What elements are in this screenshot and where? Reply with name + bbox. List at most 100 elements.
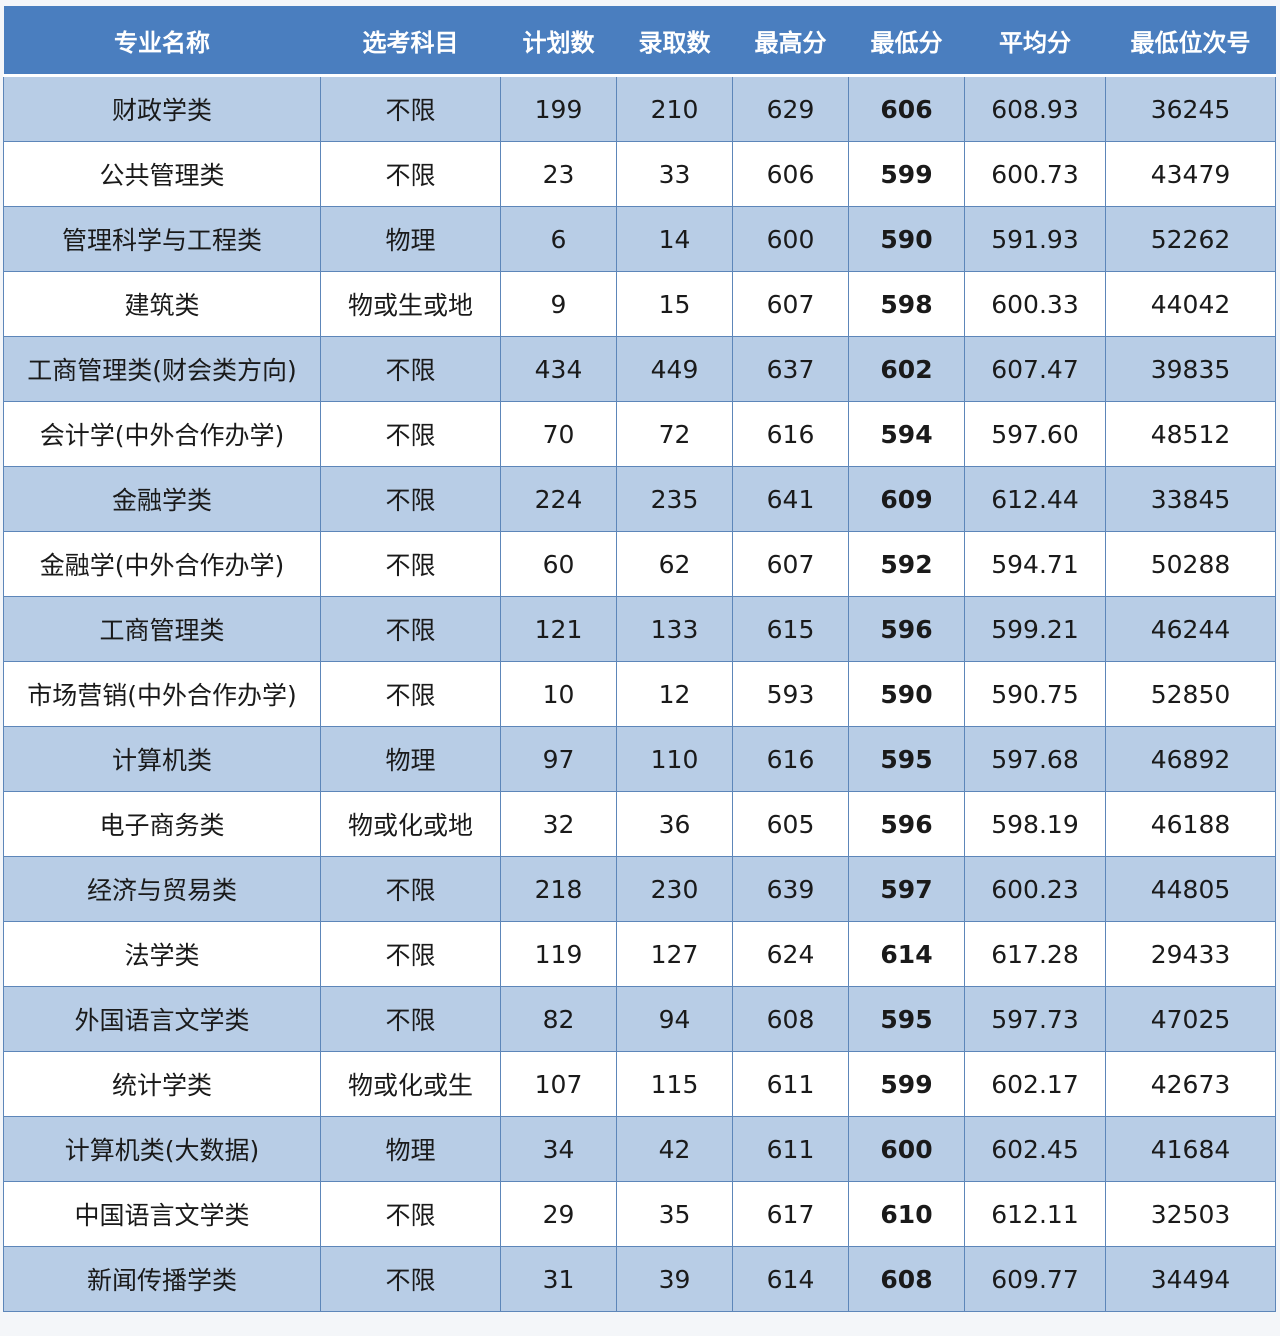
cell-min-rank: 36245 <box>1105 75 1276 142</box>
cell-plan-count: 70 <box>500 401 617 467</box>
admission-scores-table: 专业名称 选考科目 计划数 录取数 最高分 最低分 平均分 最低位次号 财政学类 不限 199 21… <box>3 6 1276 1312</box>
cell-min-rank: 52850 <box>1105 661 1276 727</box>
cell-subject-req: 物理 <box>320 726 501 792</box>
cell-admit-count: 235 <box>616 466 733 532</box>
cell-plan-count: 119 <box>500 921 617 987</box>
cell-subject-req: 不限 <box>320 141 501 207</box>
cell-max-score: 593 <box>732 661 849 727</box>
table-row: 财政学类 不限 199 210 629 606 608.93 36245 <box>3 75 1276 142</box>
cell-min-rank: 34494 <box>1105 1246 1276 1312</box>
table-row: 公共管理类 不限 23 33 606 599 600.73 43479 <box>3 141 1276 207</box>
cell-min-score: 606 <box>848 75 965 142</box>
cell-min-score: 599 <box>848 141 965 207</box>
cell-admit-count: 12 <box>616 661 733 727</box>
cell-subject-req: 物或生或地 <box>320 271 501 337</box>
table-row: 会计学(中外合作办学) 不限 70 72 616 594 597.60 48512 <box>3 401 1276 467</box>
cell-plan-count: 121 <box>500 596 617 662</box>
cell-min-rank: 32503 <box>1105 1181 1276 1247</box>
cell-min-score: 595 <box>848 726 965 792</box>
cell-plan-count: 434 <box>500 336 617 402</box>
cell-min-score: 608 <box>848 1246 965 1312</box>
cell-major-name: 公共管理类 <box>3 141 321 207</box>
cell-admit-count: 210 <box>616 75 733 142</box>
cell-max-score: 639 <box>732 856 849 922</box>
table-row: 计算机类(大数据) 物理 34 42 611 600 602.45 41684 <box>3 1116 1276 1182</box>
header-subject-req: 选考科目 <box>320 6 501 77</box>
cell-min-rank: 46244 <box>1105 596 1276 662</box>
header-row: 专业名称 选考科目 计划数 录取数 最高分 最低分 平均分 最低位次号 <box>3 6 1276 77</box>
cell-plan-count: 23 <box>500 141 617 207</box>
cell-avg-score: 602.17 <box>964 1051 1106 1117</box>
cell-min-score: 597 <box>848 856 965 922</box>
cell-min-score: 594 <box>848 401 965 467</box>
cell-admit-count: 94 <box>616 986 733 1052</box>
cell-major-name: 计算机类 <box>3 726 321 792</box>
cell-subject-req: 物或化或地 <box>320 791 501 857</box>
cell-min-rank: 47025 <box>1105 986 1276 1052</box>
header-max-score: 最高分 <box>732 6 849 77</box>
cell-subject-req: 不限 <box>320 466 501 532</box>
cell-max-score: 607 <box>732 271 849 337</box>
cell-major-name: 工商管理类(财会类方向) <box>3 336 321 402</box>
cell-major-name: 新闻传播学类 <box>3 1246 321 1312</box>
table-row: 新闻传播学类 不限 31 39 614 608 609.77 34494 <box>3 1246 1276 1312</box>
cell-min-score: 596 <box>848 596 965 662</box>
table-row: 市场营销(中外合作办学) 不限 10 12 593 590 590.75 52850 <box>3 661 1276 727</box>
cell-avg-score: 599.21 <box>964 596 1106 662</box>
table-row: 电子商务类 物或化或地 32 36 605 596 598.19 46188 <box>3 791 1276 857</box>
header-plan-count: 计划数 <box>500 6 617 77</box>
cell-major-name: 经济与贸易类 <box>3 856 321 922</box>
cell-plan-count: 10 <box>500 661 617 727</box>
cell-admit-count: 36 <box>616 791 733 857</box>
table-row: 计算机类 物理 97 110 616 595 597.68 46892 <box>3 726 1276 792</box>
cell-avg-score: 597.73 <box>964 986 1106 1052</box>
cell-admit-count: 62 <box>616 531 733 597</box>
cell-avg-score: 597.60 <box>964 401 1106 467</box>
cell-max-score: 616 <box>732 401 849 467</box>
cell-plan-count: 9 <box>500 271 617 337</box>
cell-subject-req: 物或化或生 <box>320 1051 501 1117</box>
cell-plan-count: 60 <box>500 531 617 597</box>
cell-min-score: 600 <box>848 1116 965 1182</box>
cell-avg-score: 602.45 <box>964 1116 1106 1182</box>
cell-min-score: 595 <box>848 986 965 1052</box>
cell-max-score: 614 <box>732 1246 849 1312</box>
cell-min-rank: 41684 <box>1105 1116 1276 1182</box>
cell-major-name: 会计学(中外合作办学) <box>3 401 321 467</box>
header-major-name: 专业名称 <box>3 6 321 77</box>
cell-min-score: 598 <box>848 271 965 337</box>
cell-plan-count: 224 <box>500 466 617 532</box>
header-min-score: 最低分 <box>848 6 965 77</box>
cell-avg-score: 609.77 <box>964 1246 1106 1312</box>
cell-avg-score: 600.73 <box>964 141 1106 207</box>
cell-max-score: 605 <box>732 791 849 857</box>
cell-min-rank: 46188 <box>1105 791 1276 857</box>
header-admit-count: 录取数 <box>616 6 733 77</box>
cell-major-name: 金融学类 <box>3 466 321 532</box>
cell-admit-count: 14 <box>616 206 733 272</box>
cell-major-name: 管理科学与工程类 <box>3 206 321 272</box>
cell-max-score: 617 <box>732 1181 849 1247</box>
cell-admit-count: 15 <box>616 271 733 337</box>
cell-avg-score: 594.71 <box>964 531 1106 597</box>
cell-avg-score: 598.19 <box>964 791 1106 857</box>
table-row: 外国语言文学类 不限 82 94 608 595 597.73 47025 <box>3 986 1276 1052</box>
table-row: 统计学类 物或化或生 107 115 611 599 602.17 42673 <box>3 1051 1276 1117</box>
cell-subject-req: 不限 <box>320 856 501 922</box>
cell-max-score: 611 <box>732 1116 849 1182</box>
cell-subject-req: 不限 <box>320 531 501 597</box>
cell-major-name: 电子商务类 <box>3 791 321 857</box>
cell-min-rank: 46892 <box>1105 726 1276 792</box>
cell-plan-count: 97 <box>500 726 617 792</box>
cell-max-score: 600 <box>732 206 849 272</box>
cell-plan-count: 31 <box>500 1246 617 1312</box>
cell-admit-count: 42 <box>616 1116 733 1182</box>
cell-admit-count: 39 <box>616 1246 733 1312</box>
cell-max-score: 637 <box>732 336 849 402</box>
cell-min-score: 609 <box>848 466 965 532</box>
table-row: 管理科学与工程类 物理 6 14 600 590 591.93 52262 <box>3 206 1276 272</box>
cell-min-rank: 42673 <box>1105 1051 1276 1117</box>
cell-min-score: 590 <box>848 206 965 272</box>
cell-avg-score: 607.47 <box>964 336 1106 402</box>
cell-min-rank: 48512 <box>1105 401 1276 467</box>
